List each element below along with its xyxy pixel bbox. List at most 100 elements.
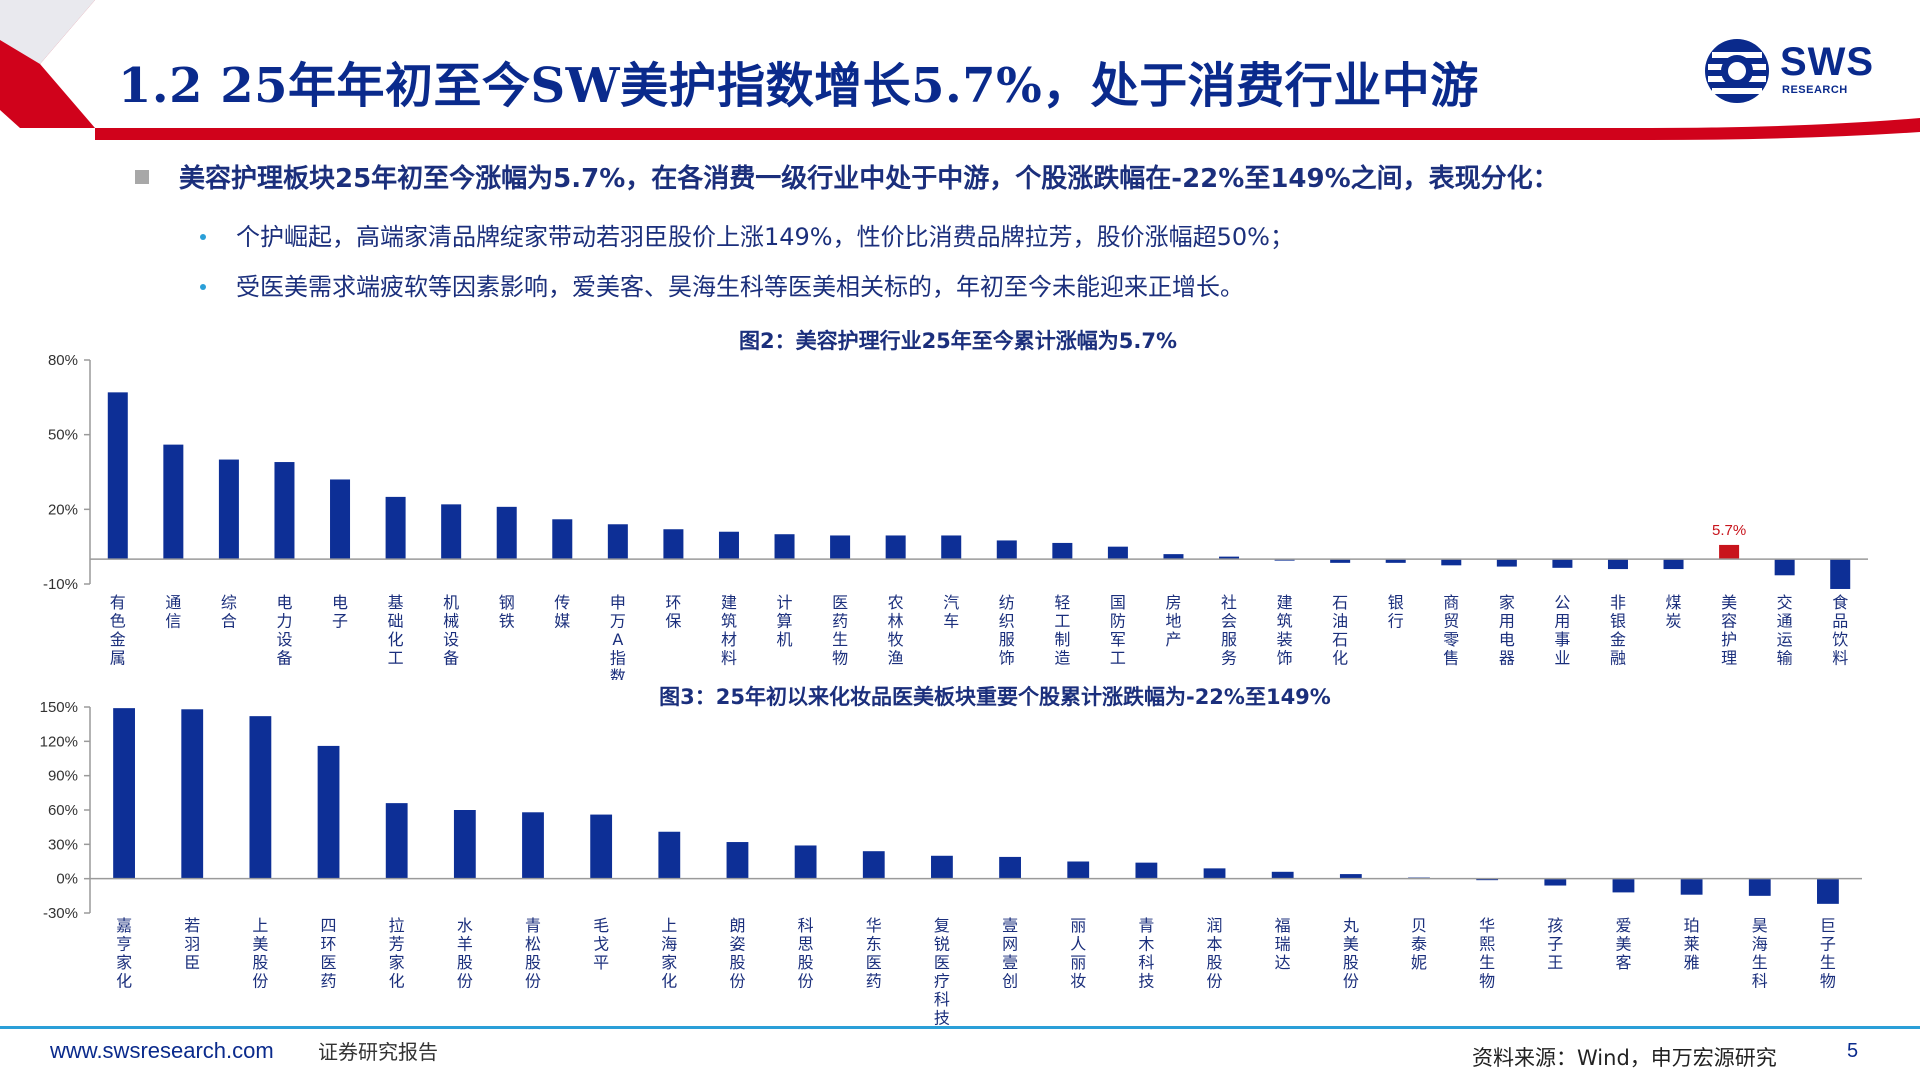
y-tick-label: 20% (48, 501, 78, 518)
x-category-label-char: 海 (1752, 935, 1768, 954)
x-category-label-char: 理 (1721, 649, 1737, 668)
footer-website-link[interactable]: www.swsresearch.com (50, 1038, 274, 1063)
x-category-label-char: A (612, 630, 623, 649)
x-category-label-char: 美 (1615, 935, 1631, 954)
x-category-label-char: 医 (832, 593, 848, 612)
x-category-label-char: 羽 (184, 935, 200, 954)
sws-globe-icon (1705, 39, 1769, 103)
x-category-label-char: 客 (1615, 953, 1631, 972)
bar-珀莱雅 (1680, 878, 1703, 895)
x-category-label-char: 瑞 (1275, 935, 1291, 954)
x-category-label-char: 通 (1777, 612, 1793, 631)
x-category-label-char: 银 (1388, 593, 1404, 612)
x-category-label-char: 产 (1165, 630, 1181, 649)
x-category-label-char: 基 (388, 593, 404, 612)
x-category-label-char: 妮 (1411, 953, 1427, 972)
x-category-label-char: 房 (1165, 593, 1181, 612)
y-tick-label: 120% (40, 733, 78, 750)
footer-divider (0, 1026, 1920, 1029)
x-category-label-char: 务 (1221, 649, 1237, 668)
industry-bar-chart: -10% 20% 50% 80% 有色金属通信综合电力设备电子基础化工机械设备钢铁传媒申… (0, 340, 1920, 680)
x-category-label-char: 美 (1343, 935, 1359, 954)
bar-丸美股份 (1339, 874, 1362, 879)
x-category-label-char: 非 (1610, 593, 1626, 612)
x-category-label-char: 珀 (1684, 916, 1700, 935)
x-category-label-char: 指 (610, 649, 626, 668)
x-category-label-char: 份 (798, 972, 814, 991)
bar-石油石化 (1330, 559, 1351, 563)
dot-bullet-icon (200, 284, 206, 290)
x-category-label-char: 科 (934, 990, 950, 1009)
bar-环保 (663, 529, 684, 560)
x-category-label-char: 食 (1832, 593, 1848, 612)
x-category-label-char: 王 (1547, 953, 1563, 972)
x-category-label-char: 行 (1388, 612, 1404, 631)
x-category-label-char: 炭 (1666, 612, 1682, 631)
x-category-label-char: 雅 (1684, 953, 1700, 972)
x-category-label-char: 石 (1332, 630, 1348, 649)
x-category-label-char: 药 (321, 972, 337, 991)
main-bullet-text: 美容护理板块25年初至今涨幅为5.7%，在各消费一级行业中处于中游，个股涨跌幅在… (179, 164, 1559, 194)
y-tick-label: 80% (48, 352, 78, 369)
x-category-label-char: 复 (934, 916, 950, 935)
x-category-label-char: 护 (1721, 630, 1737, 649)
footer-source: 资料来源：Wind，申万宏源研究 (1472, 1046, 1777, 1070)
x-category-label-char: 贸 (1443, 612, 1459, 631)
bar-嘉亨家化 (113, 708, 135, 879)
x-category-label-char: 保 (665, 612, 681, 631)
x-category-label-char: 电 (332, 593, 348, 612)
x-category-label-char: 零 (1443, 630, 1459, 649)
x-category-label-char: 美 (1721, 593, 1737, 612)
x-category-label-char: 姿 (729, 935, 745, 954)
bar-申万A指数 (607, 524, 628, 560)
x-category-label-char: 化 (388, 630, 404, 649)
x-category-label-char: 子 (332, 612, 348, 631)
bar-电子 (330, 479, 351, 560)
bar-社会服务 (1219, 556, 1240, 560)
x-category-label-char: 化 (389, 972, 405, 991)
bar-非银金融 (1607, 559, 1628, 570)
x-category-label-char: 料 (721, 649, 737, 668)
x-category-label-char: 股 (798, 953, 814, 972)
x-category-label-char: 技 (1138, 972, 1154, 991)
bar-科思股份 (794, 845, 817, 879)
bar-公用事业 (1552, 559, 1573, 568)
x-category-label-char: 融 (1610, 649, 1626, 668)
bar-上海家化 (658, 831, 681, 879)
x-category-label-char: 松 (525, 935, 541, 954)
x-category-label-char: 思 (798, 935, 814, 954)
x-category-label-char: 饰 (1277, 649, 1293, 668)
x-category-label-char: 福 (1275, 916, 1291, 935)
x-category-label-char: 若 (184, 916, 200, 935)
bar-美容护理 (1719, 544, 1740, 560)
y-tick-label: 90% (48, 768, 78, 785)
x-category-label-char: 股 (457, 953, 473, 972)
x-category-label-char: 丽 (1070, 953, 1086, 972)
bar-纺织服饰 (996, 540, 1017, 560)
x-category-label-char: 达 (1275, 953, 1291, 972)
x-category-label-char: 份 (252, 972, 268, 991)
x-category-label-char: 化 (661, 972, 677, 991)
x-category-label-char: 戈 (593, 935, 609, 954)
x-category-label-char: 家 (116, 953, 132, 972)
x-category-label-char: 国 (1110, 593, 1126, 612)
x-category-label-char: 孩 (1547, 916, 1563, 935)
x-category-label-char: 建 (721, 593, 737, 612)
x-category-label-char: 壹 (1002, 953, 1018, 972)
x-category-label-char: 生 (1479, 953, 1495, 972)
x-category-label-char: 工 (1110, 649, 1126, 668)
x-category-label-char: 东 (866, 935, 882, 954)
x-category-label-char: 华 (866, 916, 882, 935)
bar-商贸零售 (1441, 559, 1462, 566)
x-category-label-char: 家 (389, 953, 405, 972)
bar-丽人丽妆 (1067, 861, 1090, 879)
x-category-label-char: 信 (165, 612, 181, 631)
x-category-label-char: 人 (1070, 935, 1086, 954)
bar-昊海生科 (1748, 878, 1771, 896)
bar-华熙生物 (1476, 878, 1499, 881)
x-category-label-char: 织 (999, 612, 1015, 631)
x-category-label-char: 传 (554, 593, 570, 612)
x-category-label-char: 色 (110, 612, 126, 631)
x-category-label-char: 上 (252, 916, 268, 935)
x-category-label-char: 算 (777, 612, 793, 631)
